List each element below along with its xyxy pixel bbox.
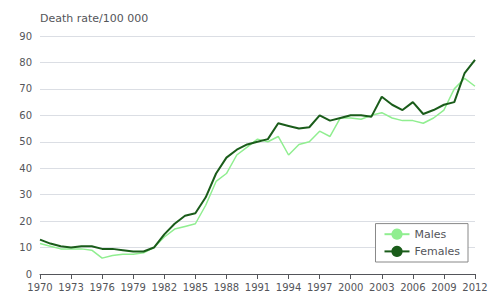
svg-text:1988: 1988	[214, 282, 239, 293]
svg-text:Death rate/100 000: Death rate/100 000	[40, 12, 148, 25]
svg-text:30: 30	[19, 189, 32, 200]
svg-text:70: 70	[19, 83, 32, 94]
svg-text:0: 0	[26, 269, 32, 280]
svg-text:Females: Females	[414, 245, 460, 258]
svg-text:60: 60	[19, 110, 32, 121]
svg-text:2006: 2006	[400, 282, 425, 293]
svg-text:1982: 1982	[152, 282, 177, 293]
svg-text:1994: 1994	[276, 282, 301, 293]
svg-text:1970: 1970	[27, 282, 52, 293]
svg-text:1979: 1979	[120, 282, 145, 293]
svg-text:Males: Males	[414, 228, 446, 241]
svg-text:1976: 1976	[89, 282, 114, 293]
svg-text:40: 40	[19, 163, 32, 174]
svg-text:10: 10	[19, 242, 32, 253]
svg-text:1991: 1991	[245, 282, 270, 293]
svg-text:2009: 2009	[431, 282, 456, 293]
svg-text:90: 90	[19, 31, 32, 42]
svg-text:2003: 2003	[369, 282, 394, 293]
svg-text:2000: 2000	[338, 282, 363, 293]
svg-text:20: 20	[19, 216, 32, 227]
svg-text:2012: 2012	[462, 282, 487, 293]
svg-text:50: 50	[19, 136, 32, 147]
svg-text:1973: 1973	[58, 282, 83, 293]
svg-text:1997: 1997	[307, 282, 332, 293]
svg-text:1985: 1985	[183, 282, 208, 293]
svg-text:80: 80	[19, 57, 32, 68]
